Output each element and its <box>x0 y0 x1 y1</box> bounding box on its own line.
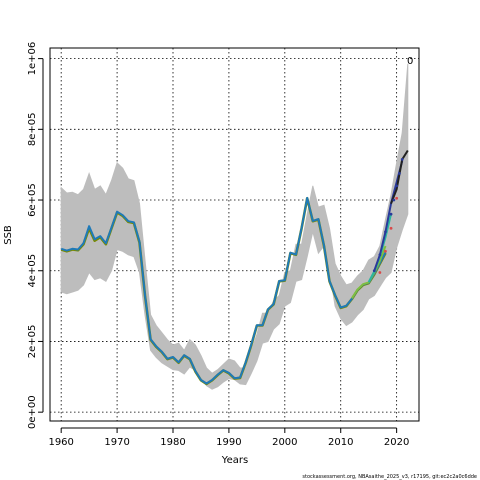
x-tick-label: 2020 <box>384 437 409 448</box>
data-point <box>384 249 387 253</box>
y-tick-label: 2e+05 <box>27 325 38 359</box>
x-tick-label: 1980 <box>160 437 185 448</box>
data-point <box>392 198 396 202</box>
y-tick-label: 6e+05 <box>27 183 38 217</box>
series-line-2 <box>351 245 387 299</box>
data-point <box>378 271 382 274</box>
y-tick-label: 1e+06 <box>27 42 38 76</box>
series-line-4 <box>373 160 404 272</box>
y-tick-label: 8e+05 <box>27 113 38 147</box>
data-point <box>395 196 399 200</box>
plot-frame <box>49 47 420 422</box>
y-axis-title: SSB <box>3 225 14 245</box>
x-tick-label: 2010 <box>328 437 353 448</box>
data-point <box>378 253 382 257</box>
x-tick-label: 2000 <box>272 437 297 448</box>
y-tick-label: 4e+05 <box>27 254 38 288</box>
series-lines <box>60 149 409 386</box>
data-point <box>389 226 393 230</box>
x-axis: 1960 1970 1980 1990 2000 2010 2020 <box>48 427 409 448</box>
data-point <box>398 172 401 175</box>
data-point <box>384 230 387 234</box>
x-tick-label: 1960 <box>48 437 73 448</box>
y-tick-label: 0e+00 <box>27 395 38 429</box>
y-axis: 0e+00 2e+05 4e+05 6e+05 8e+05 1e+06 <box>27 42 44 429</box>
footer-credit: stockassessment.org, NBAsaithe_2025_v3, … <box>302 474 477 480</box>
data-point <box>372 269 376 273</box>
x-tick-label: 1990 <box>216 437 241 448</box>
data-point <box>389 212 393 216</box>
series-line-1 <box>60 196 387 385</box>
x-tick-label: 1970 <box>104 437 129 448</box>
data-point <box>395 184 399 188</box>
x-axis-title: Years <box>221 455 248 466</box>
corner-label: 0 <box>407 56 413 67</box>
data-point <box>400 157 404 161</box>
series-points <box>372 157 404 274</box>
